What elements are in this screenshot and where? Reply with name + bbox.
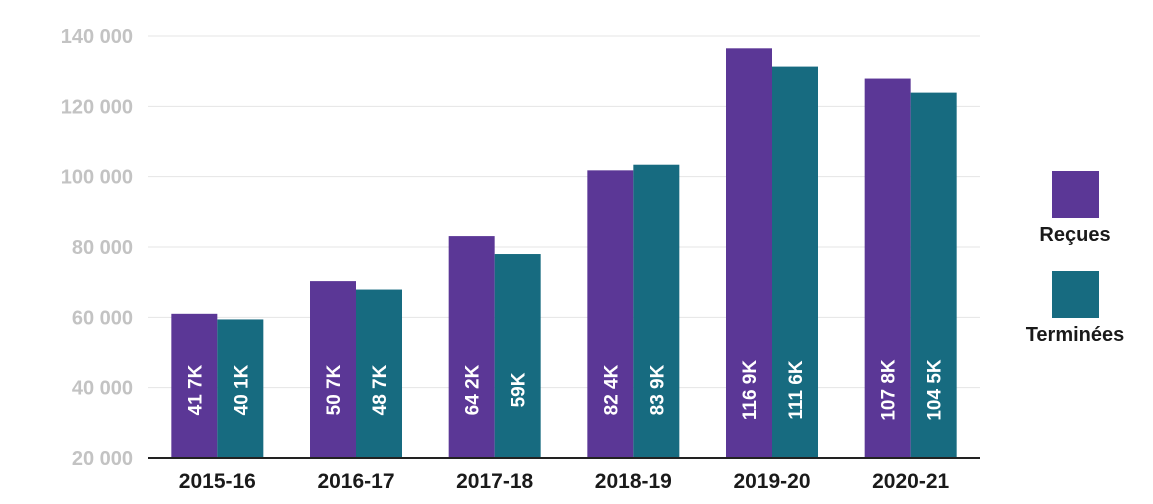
bar-recues bbox=[171, 313, 218, 458]
bar-recues bbox=[448, 236, 495, 458]
bar-recues bbox=[726, 48, 772, 458]
bar-value-label: 40 1K bbox=[231, 364, 252, 415]
bar-value-label: 83 9K bbox=[647, 364, 668, 415]
bar-terminees bbox=[772, 66, 818, 458]
bar-recues bbox=[587, 170, 634, 458]
legend-label-recues: Reçues bbox=[1039, 224, 1110, 246]
legend-swatch-recues bbox=[1052, 171, 1099, 218]
y-tick-label: 140 000 bbox=[61, 26, 133, 48]
x-tick-label: 2015-16 bbox=[179, 470, 256, 493]
y-tick-label: 20 000 bbox=[72, 448, 133, 470]
bar-terminees bbox=[356, 289, 402, 458]
legend: Reçues Terminées bbox=[1026, 171, 1125, 346]
x-tick-label: 2016-17 bbox=[317, 470, 394, 493]
x-axis-ticks: 2015-16 2016-17 2017-18 2018-19 2019-20 2020-… bbox=[179, 470, 950, 493]
bar-value-label: 82 4K bbox=[601, 364, 622, 415]
x-tick-label: 2017-18 bbox=[456, 470, 533, 493]
bar-value-label: 116 9K bbox=[740, 360, 761, 420]
bar-value-label: 48 7K bbox=[370, 364, 391, 415]
gridlines bbox=[148, 35, 980, 389]
bar-terminees bbox=[494, 254, 541, 458]
bar-value-label: 50 7K bbox=[324, 364, 345, 415]
y-tick-label: 100 000 bbox=[61, 167, 133, 189]
bar-recues bbox=[864, 78, 911, 458]
legend-swatch-terminees bbox=[1052, 271, 1099, 318]
legend-label-terminees: Terminées bbox=[1026, 324, 1125, 346]
bar-terminees bbox=[633, 164, 680, 458]
bar-recues bbox=[310, 281, 356, 458]
x-tick-label: 2020-21 bbox=[872, 470, 949, 493]
bars bbox=[171, 48, 957, 458]
y-tick-label: 40 000 bbox=[72, 378, 133, 400]
y-tick-label: 120 000 bbox=[61, 96, 133, 118]
bar-labels: 41 7K 40 1K 50 7K 48 7K 64 2K 59K 82 4K 83 9K 11… bbox=[185, 359, 945, 421]
x-tick-label: 2019-20 bbox=[733, 470, 810, 493]
bar-value-label: 64 2K bbox=[463, 364, 484, 415]
bar-value-label: 104 5K bbox=[925, 359, 946, 421]
bar-terminees bbox=[910, 92, 957, 458]
bar-value-label: 111 6K bbox=[786, 360, 807, 419]
bar-terminees bbox=[217, 319, 264, 458]
y-axis-ticks: 20 000 40 000 60 000 80 000 100 000 120 000 14… bbox=[61, 26, 133, 470]
bar-value-label: 41 7K bbox=[185, 364, 206, 415]
y-tick-label: 80 000 bbox=[72, 237, 133, 259]
x-tick-label: 2018-19 bbox=[595, 470, 672, 493]
bar-value-label: 107 8K bbox=[879, 359, 900, 421]
y-tick-label: 60 000 bbox=[72, 307, 133, 329]
bar-value-label: 59K bbox=[509, 372, 530, 407]
